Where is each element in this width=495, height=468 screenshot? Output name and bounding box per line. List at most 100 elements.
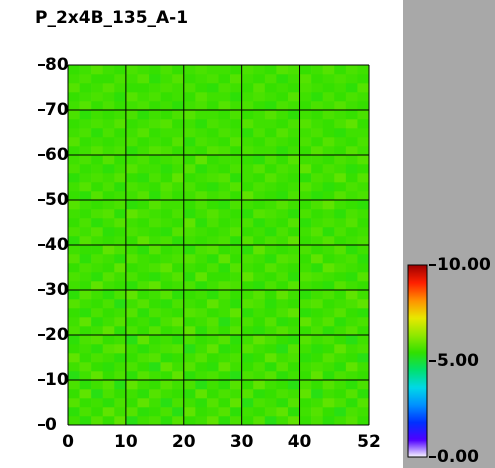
heatmap-cell	[287, 209, 300, 219]
heatmap-cell	[125, 299, 138, 309]
heatmap-cell	[276, 137, 289, 147]
heatmap-cell	[160, 92, 173, 102]
heatmap-cell	[102, 290, 115, 300]
heatmap-cell	[68, 200, 80, 210]
colorbar-segment	[408, 403, 427, 406]
heatmap-cell	[68, 65, 80, 75]
heatmap-cell	[160, 398, 173, 408]
colorbar-segment	[408, 435, 427, 438]
heatmap-cell	[114, 299, 127, 309]
heatmap-cell	[218, 119, 231, 129]
heatmap-cell	[195, 191, 208, 201]
heatmap-cell	[160, 164, 173, 174]
heatmap-cell	[102, 137, 115, 147]
colorbar-segment	[408, 417, 427, 420]
heatmap-cell	[276, 182, 289, 192]
heatmap-cell	[172, 164, 185, 174]
heatmap-cell	[114, 110, 127, 120]
heatmap-cell	[218, 236, 231, 246]
heatmap-cell	[125, 344, 138, 354]
heatmap-cell	[287, 182, 300, 192]
heatmap-cell	[334, 155, 347, 165]
heatmap-cell	[218, 182, 231, 192]
heatmap-cell	[160, 371, 173, 381]
heatmap-cell	[357, 182, 370, 192]
heatmap-cell	[311, 137, 323, 147]
colorbar-segment	[408, 371, 427, 374]
heatmap-cell	[137, 200, 150, 210]
heatmap-cell	[91, 191, 104, 201]
heatmap-cell	[345, 308, 358, 318]
heatmap-cell	[137, 146, 150, 156]
heatmap-cell	[125, 182, 138, 192]
heatmap-cell	[241, 92, 254, 102]
colorbar-segment	[408, 413, 427, 416]
heatmap-cell	[137, 110, 150, 120]
heatmap-cell	[334, 353, 347, 363]
heatmap-cell	[322, 92, 335, 102]
heatmap-cell	[230, 146, 242, 156]
heatmap-cell	[264, 110, 277, 120]
heatmap-cell	[195, 407, 208, 417]
heatmap-cell	[334, 182, 347, 192]
heatmap-cell	[253, 371, 266, 381]
heatmap-cell	[160, 218, 173, 228]
heatmap-cell	[183, 209, 196, 219]
heatmap-cell	[299, 218, 312, 228]
heatmap-cell	[287, 290, 300, 300]
y-tick-label: 20	[45, 325, 69, 345]
heatmap-cell	[253, 398, 266, 408]
heatmap-cell	[345, 227, 358, 237]
heatmap-cell	[125, 416, 138, 426]
heatmap-cell	[91, 83, 104, 93]
heatmap-cell	[79, 281, 92, 291]
heatmap-cell	[311, 272, 323, 282]
heatmap-cell	[230, 371, 242, 381]
heatmap-cell	[218, 389, 231, 399]
heatmap-cell	[276, 380, 289, 390]
heatmap-cell	[102, 362, 115, 372]
heatmap-cell	[264, 281, 277, 291]
heatmap-cell	[287, 200, 300, 210]
heatmap-cell	[172, 407, 185, 417]
heatmap-cell	[137, 92, 150, 102]
heatmap-cell	[299, 416, 312, 426]
heatmap-cell	[195, 335, 208, 345]
heatmap-cell	[264, 290, 277, 300]
heatmap-cell	[253, 227, 266, 237]
heatmap-cell	[102, 74, 115, 84]
heatmap-cell	[137, 83, 150, 93]
heatmap-cell	[160, 110, 173, 120]
colorbar-segment	[408, 317, 427, 320]
heatmap-cell	[195, 263, 208, 273]
heatmap-cell	[137, 119, 150, 129]
colorbar-segment	[408, 367, 427, 370]
heatmap-cell	[125, 119, 138, 129]
heatmap-cell	[334, 101, 347, 111]
heatmap-cell	[357, 317, 370, 327]
heatmap-cell	[241, 290, 254, 300]
colorbar-segment	[408, 339, 427, 342]
heatmap-cell	[287, 191, 300, 201]
heatmap-cell	[241, 200, 254, 210]
heatmap-cell	[311, 83, 323, 93]
heatmap-cell	[79, 191, 92, 201]
heatmap-cell	[79, 65, 92, 75]
heatmap-cell	[114, 317, 127, 327]
heatmap-cell	[91, 272, 104, 282]
heatmap-cell	[183, 200, 196, 210]
heatmap-cell	[299, 371, 312, 381]
heatmap-cell	[114, 353, 127, 363]
heatmap-cell	[311, 389, 323, 399]
heatmap-cell	[195, 398, 208, 408]
heatmap-cell	[253, 101, 266, 111]
heatmap-cell	[160, 83, 173, 93]
heatmap-cell	[264, 389, 277, 399]
heatmap-cell	[114, 281, 127, 291]
heatmap-cell	[299, 398, 312, 408]
heatmap-cell	[137, 218, 150, 228]
heatmap-cell	[334, 236, 347, 246]
heatmap-cell	[322, 371, 335, 381]
heatmap-cell	[345, 83, 358, 93]
colorbar-segment	[408, 293, 427, 296]
